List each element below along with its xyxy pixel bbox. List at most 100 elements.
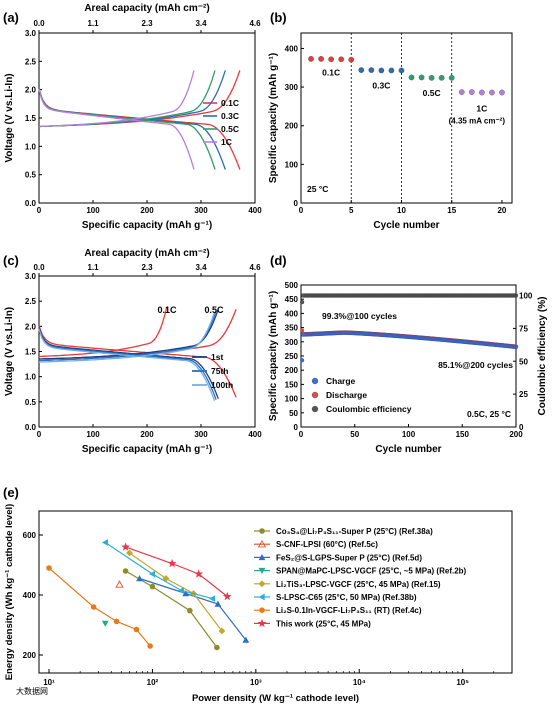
panel-b-xtick-label: 15 <box>447 206 456 215</box>
panel-b-ylabel: Specific capacity (mAh g⁻¹) <box>268 53 279 183</box>
panel-e-point-2 <box>242 636 250 643</box>
panel-a-ylabel: Voltage (V vs.Li-In) <box>4 73 15 162</box>
panel-e-point-0 <box>187 607 193 614</box>
panel-c-x2label: Areal capacity (mAh cm⁻²) <box>84 248 209 259</box>
panel-c-ytick-label: 2.5 <box>25 297 37 306</box>
panel-e-point-3 <box>101 620 109 627</box>
panel-d-ytick-label: 500 <box>285 281 299 290</box>
panel-d-y2label: Coulombic efficiency (%) <box>537 297 548 416</box>
panel-d-ylabel: Specific capacity (mAh g⁻¹) <box>268 291 279 421</box>
panel-e-point-7 <box>167 558 177 568</box>
panel-e-legend-label: SPAN@MaPC-LPSC-VGCF (25°C, ~5 MPa) (Ref.… <box>276 567 467 576</box>
panel-c-legend-label: 100th <box>211 380 233 390</box>
panel-c-ytick-label: 0.0 <box>25 423 37 432</box>
panel-a-xtick-label: 400 <box>248 206 262 215</box>
panel-e-point-2 <box>182 590 190 597</box>
panel-d-ytick-label: 450 <box>285 295 299 304</box>
panel-a-ytick-label: 1.0 <box>25 142 37 151</box>
panel-d-xtick-label: 200 <box>509 430 523 439</box>
panel-c-legend-label: 75th <box>211 366 228 376</box>
panel-c-tag: (c) <box>3 253 19 268</box>
panel-a-legend-label: 0.1C <box>221 98 239 108</box>
panel-d-ytick-label: 100 <box>285 395 299 404</box>
panel-a-x2tick-label: 2.3 <box>141 19 153 28</box>
panel-b-ytick-label: 200 <box>285 122 299 131</box>
panel-c-ytick-label: 1.5 <box>25 348 37 357</box>
panel-d-ytick-label: 300 <box>285 338 299 347</box>
panel-b-point-1C <box>499 89 505 96</box>
panel-a-xtick-label: 100 <box>86 206 100 215</box>
panel-e-point-0 <box>122 568 129 574</box>
panel-a-ytick-label: 2.5 <box>25 57 37 66</box>
panel-d-y2tick-label: 100 <box>519 292 533 301</box>
panel-e-tag: (e) <box>3 485 19 500</box>
panel-d-charge-point <box>301 332 306 337</box>
panel-e-legend-marker <box>259 607 265 613</box>
panel-b-point-0.3C <box>398 67 405 74</box>
panel-b-frame <box>300 32 513 204</box>
panel-e-xtick-label: 10⁵ <box>456 678 469 687</box>
panel-c-x2tick-label: 3.4 <box>195 263 207 272</box>
panel-e-point-4 <box>218 627 226 635</box>
panel-d-condition: 0.5C, 25 °C <box>467 409 511 419</box>
panel-e-point-6 <box>113 618 120 625</box>
panel-c-discharge-100th <box>38 329 216 401</box>
panel-c-xtick-label: 300 <box>194 430 208 439</box>
panel-d-ytick-label: 400 <box>285 309 299 318</box>
panel-e-xtick-label: 10¹ <box>43 678 55 687</box>
panel-c-xtick-label: 0 <box>37 430 42 439</box>
panel-d-ytick-label: 0 <box>294 423 299 432</box>
panel-e-point-5 <box>177 587 184 594</box>
panel-b-point-0.5C <box>438 74 445 81</box>
panel-e-legend-marker <box>258 567 266 574</box>
panel-e-point-0 <box>214 644 220 651</box>
panel-b-ytick-label: 400 <box>285 44 299 53</box>
panel-a-ytick-label: 0.5 <box>25 171 37 180</box>
panel-a-xtick-label: 0 <box>37 206 42 215</box>
panel-c-x2tick-label: 4.6 <box>249 263 261 272</box>
panel-b-point-0.1C <box>338 56 345 63</box>
panel-d-y2tick-label: 75 <box>519 324 528 333</box>
panel-b-point-0.3C <box>368 67 375 73</box>
panel-c-xlabel: Specific capacity (mAh g⁻¹) <box>82 444 212 455</box>
panel-e-legend-label: Co₃S₄@Li₇P₃S₁₁-Super P (25°C) (Ref.38a) <box>276 527 433 536</box>
panel-b-label-0.3C: 0.3C <box>372 80 390 90</box>
panel-e-point-4 <box>126 549 133 557</box>
panel-d-xtick-label: 0 <box>299 430 304 439</box>
panel-e-point-6 <box>90 604 97 610</box>
panel-e-xtick-label: 10³ <box>250 678 262 687</box>
panel-b-xtick-label: 10 <box>397 206 406 215</box>
panel-e-legend-label: Li₂S-0.1In-VGCF-Li₇P₃S₁₁ (RT) (Ref.4c) <box>276 606 422 615</box>
panel-e-legend-marker <box>258 554 266 561</box>
panel-d-annotation-200: 85.1%@200 cycles <box>438 360 513 370</box>
panel-d-discharge-point <box>299 328 305 333</box>
panel-d-tag: (d) <box>270 253 287 268</box>
panel-e-point-5 <box>208 595 216 602</box>
panel-b-xtick-label: 0 <box>299 206 304 215</box>
panel-e-point-5 <box>101 539 109 546</box>
panel-d-legend-label: Charge <box>326 376 356 386</box>
panel-d-xlabel: Cycle number <box>375 444 441 455</box>
panel-c-label-0.1C: 0.1C <box>157 305 177 315</box>
panel-e-legend-marker <box>258 580 266 588</box>
panel-d-ytick-label: 150 <box>285 380 299 389</box>
watermark-text: 大数据网 <box>16 686 48 696</box>
panel-b-label-1C: 1C <box>476 104 487 114</box>
panel-b-tag: (b) <box>270 10 287 25</box>
panel-e-xtick-label: 10⁴ <box>353 678 366 687</box>
panel-a-legend-label: 0.3C <box>221 111 239 121</box>
panel-a-ytick-label: 3.0 <box>25 29 37 38</box>
panel-b-xlabel: Cycle number <box>373 220 439 231</box>
panel-e-point-6 <box>46 565 52 571</box>
panel-b-label-0.5C: 0.5C <box>423 88 441 98</box>
panel-e-point-2 <box>136 575 143 582</box>
panel-e-series-line-6 <box>48 567 151 647</box>
panel-a-discharge-curve-0.3C <box>38 88 226 170</box>
panel-d-y2tick-label: 0 <box>519 423 524 432</box>
panel-e-point-6 <box>133 626 140 633</box>
panel-d-ytick-label: 350 <box>285 324 299 333</box>
panel-b-label-0.1C: 0.1C <box>322 67 340 77</box>
panel-d-xtick-label: 150 <box>456 430 470 439</box>
panel-a-x2tick-label: 1.1 <box>87 19 99 28</box>
